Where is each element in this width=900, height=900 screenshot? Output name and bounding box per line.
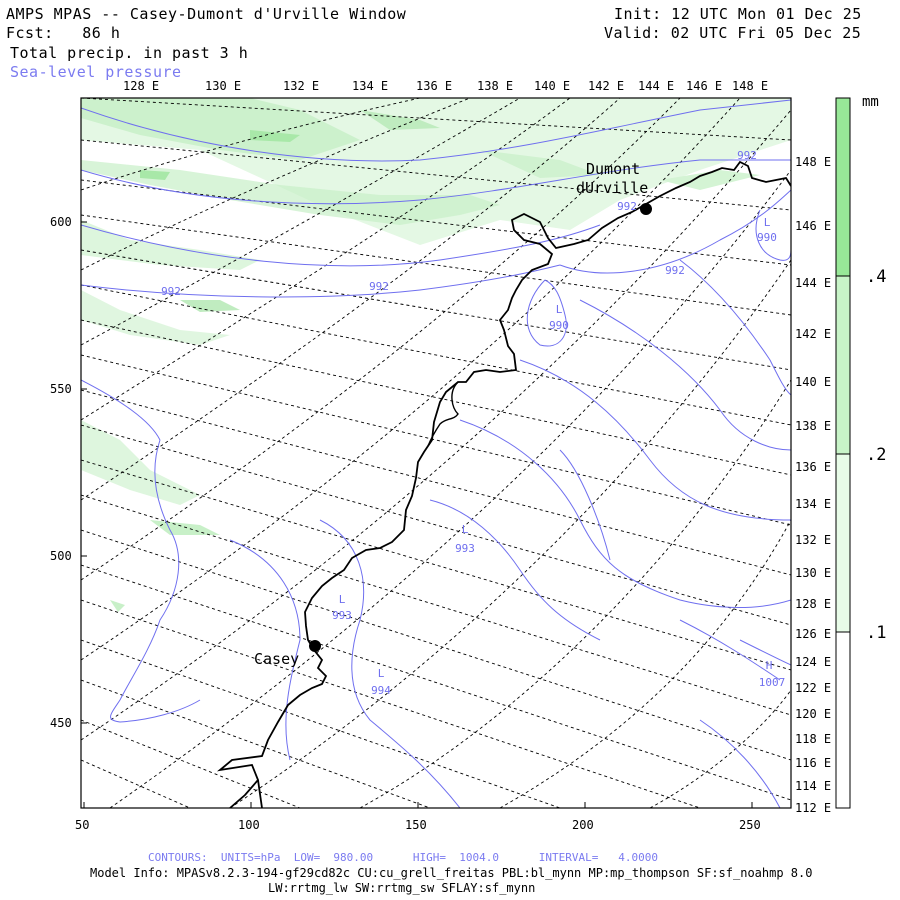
physics-info: LW:rrtmg_lw SW:rrtmg_sw SFLAY:sf_mynn — [268, 881, 536, 895]
right-lon-label: 132 E — [795, 533, 831, 547]
isobar-label: 993 — [455, 542, 475, 555]
x-axis-label: 150 — [405, 818, 427, 832]
right-lon-label: 134 E — [795, 497, 831, 511]
isobars — [81, 99, 791, 808]
init-time: Init: 12 UTC Mon 01 Dec 25 — [614, 5, 862, 23]
dumont-durville-marker — [640, 203, 652, 215]
right-lon-label: 126 E — [795, 627, 831, 641]
top-lon-label: 136 E — [416, 79, 452, 93]
colorbar-level-label: .4 — [866, 267, 886, 287]
station-label-dumont: Dumont — [586, 160, 640, 178]
lat-lon-grid — [81, 98, 791, 808]
isobar-label: 992 — [369, 280, 389, 293]
right-lon-label: 116 E — [795, 756, 831, 770]
y-axis-label: 550 — [50, 382, 72, 396]
isobar-label: 992 — [617, 200, 637, 213]
field-slp-label: Sea-level pressure — [10, 63, 182, 81]
isobar-label: 992 — [161, 285, 181, 298]
top-lon-label: 146 E — [686, 79, 722, 93]
isobar-label: 994 — [371, 684, 391, 697]
y-axis-label: 600 — [50, 215, 72, 229]
right-lon-label: 122 E — [795, 681, 831, 695]
top-lon-label: 132 E — [283, 79, 319, 93]
axis-ticks — [81, 221, 753, 808]
right-lon-label: 138 E — [795, 419, 831, 433]
low-center-marker: L — [556, 303, 563, 316]
colorbar — [835, 97, 851, 809]
map-frame — [80, 97, 792, 809]
top-lon-label: 148 E — [732, 79, 768, 93]
right-lon-label: 112 E — [795, 801, 831, 815]
low-center-marker: L — [378, 667, 385, 680]
isobar-label: 990 — [757, 231, 777, 244]
right-lon-label: 140 E — [795, 375, 831, 389]
x-axis-label: 250 — [739, 818, 761, 832]
x-axis-label: 50 — [75, 818, 89, 832]
colorbar-level-label: .1 — [866, 623, 886, 643]
isobar-label: 990 — [549, 319, 569, 332]
right-lon-label: 118 E — [795, 732, 831, 746]
right-lon-label: 130 E — [795, 566, 831, 580]
station-label-casey: Casey — [254, 650, 299, 668]
x-axis-label: 100 — [238, 818, 260, 832]
isobar-label: 992 — [665, 264, 685, 277]
top-lon-label: 140 E — [534, 79, 570, 93]
top-lon-label: 128 E — [123, 79, 159, 93]
field-precip-label: Total precip. in past 3 h — [10, 44, 249, 62]
contours-info: CONTOURS: UNITS=hPa LOW= 980.00 HIGH= 10… — [148, 851, 658, 864]
casey-marker — [309, 640, 321, 652]
y-axis-label: 450 — [50, 716, 72, 730]
top-lon-label: 144 E — [638, 79, 674, 93]
right-lon-label: 148 E — [795, 155, 831, 169]
right-lon-label: 128 E — [795, 597, 831, 611]
station-label-durville: dUrville — [576, 179, 648, 197]
top-lon-label: 142 E — [588, 79, 624, 93]
top-lon-label: 134 E — [352, 79, 388, 93]
isobar-label: 992 — [737, 149, 757, 162]
top-lon-label: 138 E — [477, 79, 513, 93]
forecast-hour: Fcst: 86 h — [6, 24, 121, 42]
map-title: AMPS MPAS -- Casey-Dumont d'Urville Wind… — [6, 5, 407, 23]
right-lon-label: 144 E — [795, 276, 831, 290]
y-axis-label: 500 — [50, 549, 72, 563]
precip-shading — [81, 98, 791, 612]
model-info: Model Info: MPASv8.2.3-194-gf29cd82c CU:… — [90, 866, 813, 880]
valid-time: Valid: 02 UTC Fri 05 Dec 25 — [604, 24, 862, 42]
right-lon-label: 114 E — [795, 779, 831, 793]
top-lon-label: 130 E — [205, 79, 241, 93]
coastline — [216, 160, 791, 808]
right-lon-label: 146 E — [795, 219, 831, 233]
right-lon-label: 120 E — [795, 707, 831, 721]
colorbar-units: mm — [862, 94, 879, 110]
low-center-marker: L — [462, 523, 469, 536]
low-center-marker: L — [764, 216, 771, 229]
low-center-marker: L — [339, 593, 346, 606]
colorbar-level-label: .2 — [866, 445, 886, 465]
right-lon-label: 142 E — [795, 327, 831, 341]
right-lon-label: 124 E — [795, 655, 831, 669]
right-lon-label: 136 E — [795, 460, 831, 474]
x-axis-label: 200 — [572, 818, 594, 832]
high-center-marker: H — [766, 659, 773, 672]
isobar-label: 993 — [332, 609, 352, 622]
isobar-label: 1007 — [759, 676, 786, 689]
